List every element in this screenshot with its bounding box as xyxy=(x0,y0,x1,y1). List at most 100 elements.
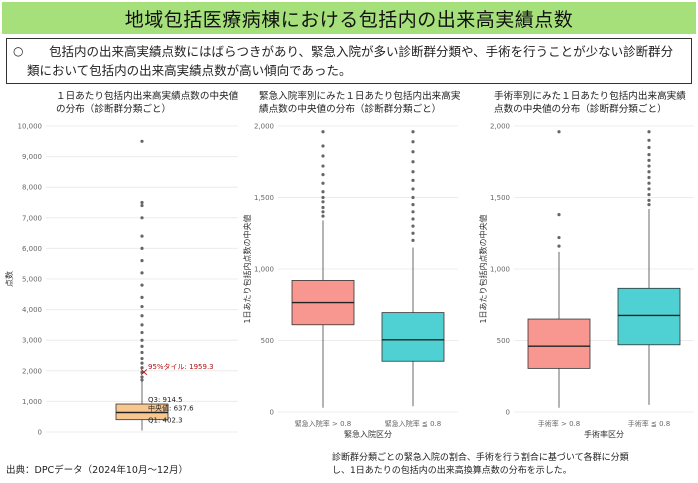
outlier-point xyxy=(140,366,144,370)
y-tick-label: 2,000 xyxy=(254,123,274,131)
y-tick-label: 0 xyxy=(506,409,510,417)
outlier-point xyxy=(140,259,144,263)
outlier-point xyxy=(411,170,415,174)
outlier-point xyxy=(411,203,415,207)
source-note: 出典：DPCデータ（2024年10月～12月） xyxy=(6,465,189,476)
outlier-point xyxy=(411,150,415,154)
outlier-point xyxy=(140,203,144,208)
x-tick-label: 手術率 > 0.8 xyxy=(538,419,580,428)
outlier-point xyxy=(140,295,144,299)
outlier-point xyxy=(411,238,415,242)
outlier-point xyxy=(140,139,144,143)
outlier-point xyxy=(140,234,144,238)
stat-label: Q3: 914.5 xyxy=(148,396,183,404)
outlier-point xyxy=(321,173,325,177)
outlier-point xyxy=(140,356,144,361)
x-tick-label: 緊急入院率 ≦ 0.8 xyxy=(385,419,441,428)
y-tick-label: 0 xyxy=(270,409,274,417)
y-tick-label: 8,000 xyxy=(22,184,42,192)
page-title: 地域包括医療病棟における包括内の出来高実績点数 xyxy=(124,8,574,31)
outlier-point xyxy=(647,187,651,191)
y-tick-label: 6,000 xyxy=(22,245,42,253)
outlier-point xyxy=(647,198,651,202)
box-iqr xyxy=(617,287,681,346)
outlier-point xyxy=(647,164,651,168)
y-tick-label: 1,000 xyxy=(22,398,42,406)
outlier-point xyxy=(647,145,651,150)
outlier-point xyxy=(140,350,144,355)
y-axis-label: 点数 xyxy=(4,271,14,287)
outlier-point xyxy=(411,187,415,191)
outlier-point xyxy=(140,323,144,327)
outlier-point xyxy=(647,193,651,197)
title-banner: 地域包括医療病棟における包括内の出来高実績点数 xyxy=(2,2,696,34)
outlier-point xyxy=(140,216,144,220)
outlier-point xyxy=(647,170,651,174)
y-tick-label: 4,000 xyxy=(22,306,42,314)
outlier-point xyxy=(321,210,325,214)
y-axis-label: 1日あたり包括内点数の中央値 xyxy=(478,214,488,323)
y-tick-label: 1,000 xyxy=(490,266,510,274)
y-tick-label: 2,000 xyxy=(22,367,42,375)
summary-bullet: ○ xyxy=(13,44,24,58)
outlier-point xyxy=(411,217,415,221)
box-iqr xyxy=(381,312,445,362)
y-tick-label: 500 xyxy=(497,337,510,345)
outlier-point xyxy=(321,154,325,158)
outlier-point xyxy=(140,314,144,318)
outlier-point xyxy=(321,214,325,218)
outlier-point xyxy=(321,200,325,204)
outlier-point xyxy=(411,210,415,214)
outlier-point xyxy=(411,224,415,228)
y-tick-label: 5,000 xyxy=(22,276,42,284)
x-tick-label: 緊急入院率 > 0.8 xyxy=(295,419,351,428)
outlier-point xyxy=(647,175,651,180)
y-tick-label: 7,000 xyxy=(22,214,42,222)
outlier-point xyxy=(557,213,561,217)
outlier-point xyxy=(647,138,651,142)
percentile-marker: × xyxy=(139,366,148,379)
outlier-point xyxy=(647,153,651,157)
method-note: 診断群分類ごとの緊急入院の割合、手術を行う割合に基づいて各群に分類し、1日あたり… xyxy=(332,453,629,476)
outlier-point xyxy=(411,160,415,164)
y-tick-label: 10,000 xyxy=(18,123,43,131)
y-axis-label: 1日あたり包括内点数の中央値 xyxy=(242,214,252,323)
outlier-point xyxy=(140,283,144,287)
x-tick-label: 手術率 ≦ 0.8 xyxy=(628,419,670,428)
outlier-point xyxy=(140,370,144,374)
outlier-point xyxy=(140,271,144,275)
stat-label: 中央値: 637.6 xyxy=(148,403,194,412)
outlier-point xyxy=(411,130,415,134)
outlier-point xyxy=(557,235,561,240)
outlier-point xyxy=(321,195,325,200)
outlier-point xyxy=(140,330,144,335)
outlier-point xyxy=(140,304,144,309)
percentile-label: 95%タイル: 1959.3 xyxy=(148,362,214,371)
x-axis-label: 手術率区分 xyxy=(584,429,624,439)
y-tick-label: 0 xyxy=(38,429,42,437)
outlier-point xyxy=(140,338,144,342)
outlier-point xyxy=(321,130,325,134)
outlier-point xyxy=(321,181,325,185)
chart3-title: 手術率別にみた１日あたり包括内出来高実績点数の中央値の分布（診断群分類ごと） xyxy=(494,91,686,115)
outlier-point xyxy=(321,144,325,148)
y-tick-label: 1,500 xyxy=(490,194,510,202)
summary-box: ○ 包括内の出来高実績点数にはばらつきがあり、緊急入院が多い診断群分類や、手術を… xyxy=(6,38,692,84)
outlier-point xyxy=(140,344,144,348)
y-tick-label: 1,500 xyxy=(254,194,274,202)
y-tick-label: 1,000 xyxy=(254,266,274,274)
summary-text: 包括内の出来高実績点数にはばらつきがあり、緊急入院が多い診断群分類や、手術を行う… xyxy=(27,44,674,78)
outlier-point xyxy=(647,130,651,134)
outlier-point xyxy=(140,246,144,250)
outlier-point xyxy=(140,375,144,379)
y-tick-label: 3,000 xyxy=(22,337,42,345)
outlier-point xyxy=(140,378,144,382)
outlier-point xyxy=(411,195,415,200)
outlier-point xyxy=(557,244,561,248)
x-axis-label: 緊急入院区分 xyxy=(344,429,392,439)
outlier-point xyxy=(647,181,651,185)
y-tick-label: 500 xyxy=(261,337,274,345)
chart1-box-plot: 0 1,000 2,000 3,000 4,000 5,000 6,000 7,000 8,00… xyxy=(4,123,238,437)
